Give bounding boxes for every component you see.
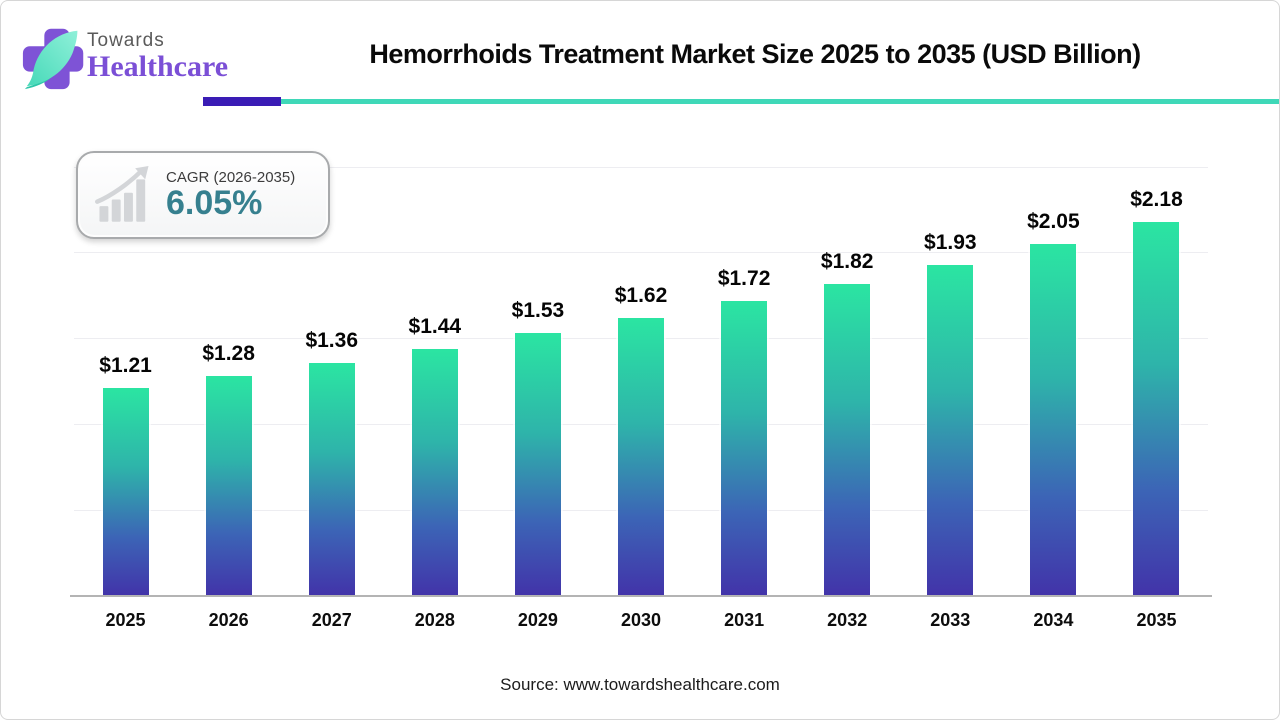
bar-2031 — [721, 300, 768, 596]
bars-area: $1.21 2025 $1.28 2026 $1.36 2027 $1.44 2028 $1.5… — [74, 167, 1208, 630]
bar-group-2028: $1.44 2028 — [383, 167, 486, 630]
bar-value-label: $1.72 — [717, 266, 771, 290]
bar-group-2033: $1.93 2033 — [899, 167, 1002, 630]
x-axis-label: 2025 — [105, 610, 146, 630]
bar-group-2032: $1.82 2032 — [796, 167, 899, 630]
bar-2033 — [927, 264, 974, 596]
bar-value-label: $1.62 — [614, 284, 668, 308]
bar-value-label: $1.53 — [511, 299, 565, 323]
bar-group-2027: $1.36 2027 — [280, 167, 383, 630]
x-axis-label: 2033 — [930, 610, 971, 630]
x-axis-label: 2034 — [1033, 610, 1074, 630]
bar-2030 — [618, 318, 665, 596]
brand-name-healthcare: Healthcare — [87, 50, 229, 83]
x-axis-label: 2032 — [827, 610, 868, 630]
x-axis-label: 2035 — [1136, 610, 1177, 630]
bar-value-label: $1.93 — [924, 230, 977, 254]
chart-title: Hemorrhoids Treatment Market Size 2025 t… — [369, 39, 1141, 69]
x-axis-label: 2029 — [517, 610, 558, 630]
bar-2029 — [514, 333, 561, 596]
header: Towards Healthcare Hemorrhoids Treatment… — [1, 1, 1279, 111]
brand-logo-text: Towards Healthcare — [87, 30, 228, 84]
bar-value-label: $2.18 — [1130, 187, 1183, 211]
x-axis-label: 2028 — [414, 610, 455, 630]
bar-group-2031: $1.72 2031 — [693, 167, 796, 630]
bar-group-2035: $2.18 2035 — [1105, 167, 1208, 630]
cagr-text-block: CAGR (2026-2035) 6.05% — [166, 169, 295, 222]
x-axis-label: 2027 — [311, 610, 352, 630]
brand-name-towards: Towards — [87, 30, 165, 51]
bar-2027 — [308, 362, 355, 596]
bar-value-label: $1.36 — [305, 328, 359, 352]
x-axis-label: 2031 — [724, 610, 765, 630]
growth-chart-icon — [95, 166, 149, 222]
bar-value-label: $1.21 — [99, 354, 152, 378]
bar-2035 — [1133, 221, 1180, 596]
x-axis-label: 2026 — [208, 610, 249, 630]
cagr-badge: CAGR (2026-2035) 6.05% — [76, 151, 330, 239]
bar-group-2026: $1.28 2026 — [177, 167, 280, 630]
bar-group-2029: $1.53 2029 — [486, 167, 589, 630]
title-underline-teal — [281, 99, 1279, 104]
cagr-label: CAGR (2026-2035) — [166, 168, 296, 186]
title-underline-purple — [203, 97, 281, 106]
bar-2034 — [1030, 244, 1077, 596]
x-axis-label: 2030 — [620, 610, 662, 630]
bar-group-2030: $1.62 2030 — [589, 167, 692, 630]
bar-2028 — [411, 348, 458, 596]
bar-2026 — [205, 376, 252, 596]
bar-value-label: $1.44 — [408, 314, 462, 338]
gridline — [74, 166, 1208, 168]
bar-value-label: $1.28 — [202, 342, 255, 366]
bar-2032 — [824, 283, 871, 596]
bar-2025 — [102, 388, 149, 596]
bar-value-label: $2.05 — [1027, 210, 1080, 234]
bar-group-2025: $1.21 2025 — [74, 167, 177, 630]
x-axis-line — [70, 595, 1212, 597]
brand-logo-icon — [22, 28, 84, 90]
cagr-value: 6.05% — [166, 183, 263, 222]
bar-group-2034: $2.05 2034 — [1002, 167, 1105, 630]
bar-chart: $1.21 2025 $1.28 2026 $1.36 2027 $1.44 2028 $1.5… — [70, 166, 1212, 630]
brand-logo: Towards Healthcare — [17, 21, 228, 93]
source-text: Source: www.towardshealthcare.com — [500, 675, 780, 694]
bar-value-label: $1.82 — [820, 249, 874, 273]
gridline — [74, 252, 1208, 254]
